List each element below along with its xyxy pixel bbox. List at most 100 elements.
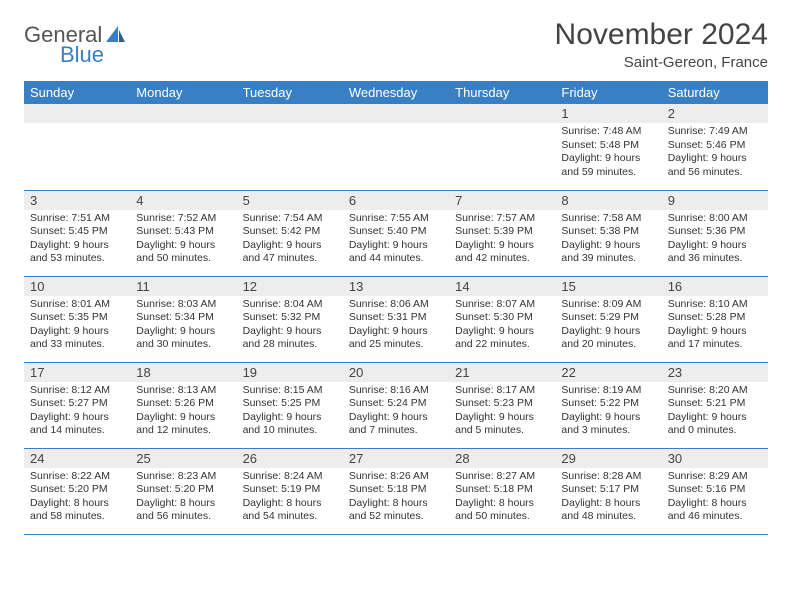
- day-content: [449, 123, 555, 129]
- daylight-line: Daylight: 9 hours and 39 minutes.: [561, 239, 655, 266]
- dow-header: Wednesday: [343, 81, 449, 104]
- sunset-line: Sunset: 5:32 PM: [243, 311, 337, 325]
- day-number: 5: [237, 191, 343, 210]
- calendar-page: General Blue November 2024 Saint-Gereon,…: [0, 0, 792, 535]
- day-number: 6: [343, 191, 449, 210]
- calendar-day-cell: 13Sunrise: 8:06 AMSunset: 5:31 PMDayligh…: [343, 276, 449, 362]
- calendar-day-cell: 28Sunrise: 8:27 AMSunset: 5:18 PMDayligh…: [449, 448, 555, 534]
- daylight-line: Daylight: 9 hours and 59 minutes.: [561, 152, 655, 179]
- dow-header: Friday: [555, 81, 661, 104]
- sunrise-line: Sunrise: 8:13 AM: [136, 384, 230, 398]
- daylight-line: Daylight: 9 hours and 47 minutes.: [243, 239, 337, 266]
- calendar-week-row: 24Sunrise: 8:22 AMSunset: 5:20 PMDayligh…: [24, 448, 768, 534]
- daylight-line: Daylight: 9 hours and 5 minutes.: [455, 411, 549, 438]
- sunrise-line: Sunrise: 8:20 AM: [668, 384, 762, 398]
- day-number: 14: [449, 277, 555, 296]
- sunrise-line: Sunrise: 8:24 AM: [243, 470, 337, 484]
- day-number: 22: [555, 363, 661, 382]
- calendar-day-cell: 30Sunrise: 8:29 AMSunset: 5:16 PMDayligh…: [662, 448, 768, 534]
- daylight-line: Daylight: 8 hours and 52 minutes.: [349, 497, 443, 524]
- sunset-line: Sunset: 5:21 PM: [668, 397, 762, 411]
- daylight-line: Daylight: 9 hours and 20 minutes.: [561, 325, 655, 352]
- dow-header-row: Sunday Monday Tuesday Wednesday Thursday…: [24, 81, 768, 104]
- daylight-line: Daylight: 9 hours and 25 minutes.: [349, 325, 443, 352]
- day-number: 9: [662, 191, 768, 210]
- sunrise-line: Sunrise: 7:49 AM: [668, 125, 762, 139]
- day-number: [237, 104, 343, 123]
- sunset-line: Sunset: 5:20 PM: [30, 483, 124, 497]
- calendar-day-cell: 6Sunrise: 7:55 AMSunset: 5:40 PMDaylight…: [343, 190, 449, 276]
- daylight-line: Daylight: 9 hours and 33 minutes.: [30, 325, 124, 352]
- calendar-day-cell: 4Sunrise: 7:52 AMSunset: 5:43 PMDaylight…: [130, 190, 236, 276]
- calendar-week-row: 10Sunrise: 8:01 AMSunset: 5:35 PMDayligh…: [24, 276, 768, 362]
- day-content: Sunrise: 8:23 AMSunset: 5:20 PMDaylight:…: [130, 468, 236, 529]
- day-number: 19: [237, 363, 343, 382]
- sunset-line: Sunset: 5:30 PM: [455, 311, 549, 325]
- sail-icon: [105, 25, 127, 45]
- sunrise-line: Sunrise: 8:29 AM: [668, 470, 762, 484]
- daylight-line: Daylight: 9 hours and 14 minutes.: [30, 411, 124, 438]
- page-header: General Blue November 2024 Saint-Gereon,…: [24, 18, 768, 71]
- daylight-line: Daylight: 9 hours and 30 minutes.: [136, 325, 230, 352]
- daylight-line: Daylight: 9 hours and 3 minutes.: [561, 411, 655, 438]
- calendar-day-cell: 16Sunrise: 8:10 AMSunset: 5:28 PMDayligh…: [662, 276, 768, 362]
- day-number: 4: [130, 191, 236, 210]
- title-block: November 2024 Saint-Gereon, France: [555, 18, 768, 71]
- day-number: [130, 104, 236, 123]
- month-title: November 2024: [555, 18, 768, 52]
- sunset-line: Sunset: 5:43 PM: [136, 225, 230, 239]
- day-number: 3: [24, 191, 130, 210]
- day-number: 16: [662, 277, 768, 296]
- day-content: Sunrise: 8:20 AMSunset: 5:21 PMDaylight:…: [662, 382, 768, 443]
- sunset-line: Sunset: 5:34 PM: [136, 311, 230, 325]
- calendar-day-cell: 1Sunrise: 7:48 AMSunset: 5:48 PMDaylight…: [555, 104, 661, 190]
- day-content: Sunrise: 8:26 AMSunset: 5:18 PMDaylight:…: [343, 468, 449, 529]
- day-number: 2: [662, 104, 768, 123]
- calendar-day-cell: [130, 104, 236, 190]
- daylight-line: Daylight: 9 hours and 28 minutes.: [243, 325, 337, 352]
- sunrise-line: Sunrise: 7:57 AM: [455, 212, 549, 226]
- sunset-line: Sunset: 5:17 PM: [561, 483, 655, 497]
- day-content: Sunrise: 8:10 AMSunset: 5:28 PMDaylight:…: [662, 296, 768, 357]
- day-content: Sunrise: 8:22 AMSunset: 5:20 PMDaylight:…: [24, 468, 130, 529]
- sunrise-line: Sunrise: 7:55 AM: [349, 212, 443, 226]
- calendar-day-cell: [237, 104, 343, 190]
- day-content: Sunrise: 8:27 AMSunset: 5:18 PMDaylight:…: [449, 468, 555, 529]
- sunrise-line: Sunrise: 8:07 AM: [455, 298, 549, 312]
- day-number: 12: [237, 277, 343, 296]
- sunrise-line: Sunrise: 8:17 AM: [455, 384, 549, 398]
- sunset-line: Sunset: 5:48 PM: [561, 139, 655, 153]
- sunrise-line: Sunrise: 7:54 AM: [243, 212, 337, 226]
- calendar-day-cell: 27Sunrise: 8:26 AMSunset: 5:18 PMDayligh…: [343, 448, 449, 534]
- day-content: Sunrise: 7:57 AMSunset: 5:39 PMDaylight:…: [449, 210, 555, 271]
- day-number: 8: [555, 191, 661, 210]
- calendar-day-cell: 5Sunrise: 7:54 AMSunset: 5:42 PMDaylight…: [237, 190, 343, 276]
- sunrise-line: Sunrise: 8:19 AM: [561, 384, 655, 398]
- day-number: 25: [130, 449, 236, 468]
- day-content: [24, 123, 130, 129]
- calendar-day-cell: 29Sunrise: 8:28 AMSunset: 5:17 PMDayligh…: [555, 448, 661, 534]
- calendar-day-cell: 19Sunrise: 8:15 AMSunset: 5:25 PMDayligh…: [237, 362, 343, 448]
- sunrise-line: Sunrise: 7:48 AM: [561, 125, 655, 139]
- sunset-line: Sunset: 5:18 PM: [349, 483, 443, 497]
- day-content: Sunrise: 8:15 AMSunset: 5:25 PMDaylight:…: [237, 382, 343, 443]
- day-number: 13: [343, 277, 449, 296]
- day-content: [343, 123, 449, 129]
- day-number: 15: [555, 277, 661, 296]
- day-content: Sunrise: 7:54 AMSunset: 5:42 PMDaylight:…: [237, 210, 343, 271]
- day-number: 27: [343, 449, 449, 468]
- calendar-day-cell: [449, 104, 555, 190]
- day-number: 17: [24, 363, 130, 382]
- sunset-line: Sunset: 5:20 PM: [136, 483, 230, 497]
- day-number: 23: [662, 363, 768, 382]
- sunset-line: Sunset: 5:46 PM: [668, 139, 762, 153]
- day-content: Sunrise: 8:17 AMSunset: 5:23 PMDaylight:…: [449, 382, 555, 443]
- calendar-week-row: 1Sunrise: 7:48 AMSunset: 5:48 PMDaylight…: [24, 104, 768, 190]
- sunset-line: Sunset: 5:25 PM: [243, 397, 337, 411]
- sunrise-line: Sunrise: 8:26 AM: [349, 470, 443, 484]
- daylight-line: Daylight: 8 hours and 58 minutes.: [30, 497, 124, 524]
- daylight-line: Daylight: 9 hours and 22 minutes.: [455, 325, 549, 352]
- calendar-day-cell: 8Sunrise: 7:58 AMSunset: 5:38 PMDaylight…: [555, 190, 661, 276]
- sunrise-line: Sunrise: 8:03 AM: [136, 298, 230, 312]
- day-number: 7: [449, 191, 555, 210]
